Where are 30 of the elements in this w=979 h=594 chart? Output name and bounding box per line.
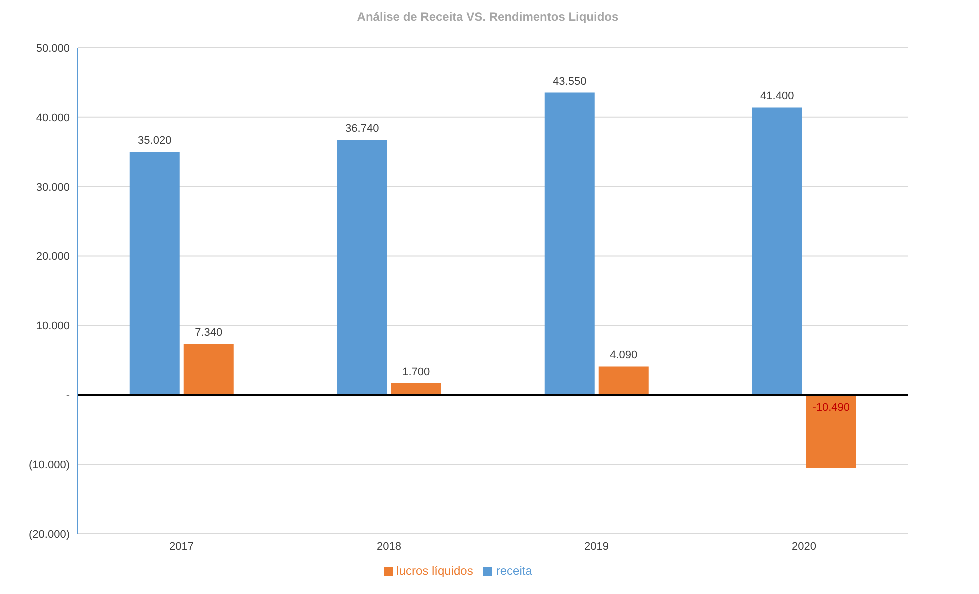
x-tick-label: 2018 — [377, 540, 402, 553]
y-tick-label: 40.000 — [36, 112, 70, 124]
data-label: 43.550 — [553, 76, 587, 88]
bar — [184, 344, 234, 396]
y-tick-label: - — [66, 390, 70, 402]
x-tick-label: 2019 — [584, 540, 609, 553]
bar — [806, 395, 856, 468]
y-tick-label: 10.000 — [36, 320, 70, 333]
data-label: 1.700 — [402, 366, 430, 378]
data-label: 41.400 — [760, 90, 794, 103]
data-label: 35.020 — [138, 135, 172, 148]
y-tick-label: 50.000 — [36, 42, 70, 55]
bar — [598, 366, 649, 396]
x-tick-label: 2020 — [792, 540, 816, 553]
x-tick-label: 2017 — [170, 540, 194, 553]
bar — [544, 92, 595, 396]
data-label: 7.340 — [195, 327, 223, 340]
y-tick-label: 30.000 — [36, 182, 70, 194]
data-label: 36.740 — [346, 123, 380, 136]
data-label: -10.490 — [812, 402, 850, 414]
y-tick-label: (20.000) — [29, 528, 70, 541]
bar — [337, 140, 388, 396]
y-tick-label: 20.000 — [36, 251, 70, 264]
legend-label: receita — [496, 564, 532, 578]
data-label: 4.090 — [610, 350, 638, 362]
chart-title: Análise de Receita VS. Rendimentos Liquidos — [356, 10, 620, 24]
y-tick-label: (10.000) — [29, 459, 70, 472]
bar — [130, 152, 180, 396]
bar — [752, 108, 802, 396]
legend-label: lucros líquidos — [396, 564, 474, 578]
